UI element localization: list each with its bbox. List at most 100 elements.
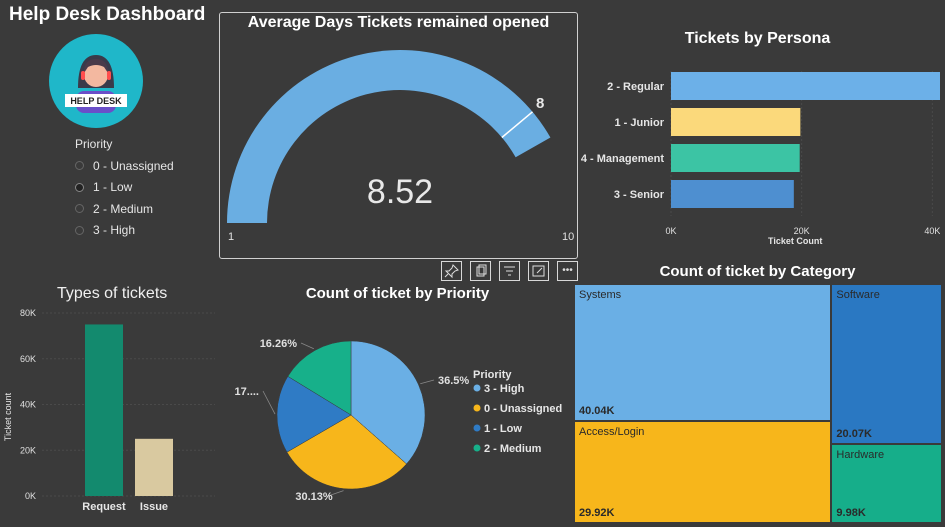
filter-icon xyxy=(504,266,515,276)
persona-category-label: 4 - Management xyxy=(581,153,664,165)
pie-slice-label: 36.5% xyxy=(438,375,469,387)
types-tick-label: 20K xyxy=(20,445,36,455)
treemap-value-label: 40.04K xyxy=(579,404,615,417)
focus-mode-button[interactable] xyxy=(528,261,549,281)
gauge-max-label: 10 xyxy=(562,231,574,243)
radio-button[interactable] xyxy=(75,161,84,171)
types-bar xyxy=(135,438,173,496)
persona-category-label: 2 - Regular xyxy=(607,81,665,93)
legend-item-label: 0 - Unassigned xyxy=(484,403,562,415)
treemap-value-label: 29.92K xyxy=(579,506,615,519)
priority-slicer-label: Priority xyxy=(75,137,113,151)
treemap-cell-hardware[interactable]: Hardware 9.98K xyxy=(831,443,942,523)
persona-tick-label: 0K xyxy=(665,226,676,236)
gauge-value-arc xyxy=(227,49,551,223)
dashboard-title: Help Desk Dashboard xyxy=(9,4,206,25)
types-bars: 0K 20K 40K 60K 80K Request Issue xyxy=(20,308,215,513)
pie-leader-line xyxy=(300,342,315,350)
treemap-cell-access-login[interactable]: Access/Login 29.92K xyxy=(574,420,832,523)
gauge-title: Average Days Tickets remained opened xyxy=(247,14,550,31)
treemap-category-label: Systems xyxy=(579,289,622,301)
persona-bar xyxy=(671,144,800,172)
pie-leader-line xyxy=(262,390,276,415)
gauge-min-label: 1 xyxy=(228,231,234,243)
more-options-button[interactable]: ••• xyxy=(557,261,578,281)
types-category-label: Request xyxy=(82,501,126,513)
priority-option-label: 1 - Low xyxy=(93,180,133,195)
radio-button-selected[interactable] xyxy=(75,182,84,192)
gauge-value-label: 8.52 xyxy=(367,173,433,211)
pie-slice-label: 17.... xyxy=(235,386,259,398)
priority-option-label: 0 - Unassigned xyxy=(93,158,174,173)
priority-slicer: Priority 0 - Unassigned 1 - Low 2 - Medi… xyxy=(75,137,174,241)
copy-icon xyxy=(476,264,487,277)
treemap-category-label: Hardware xyxy=(836,448,885,461)
persona-bar xyxy=(671,72,940,100)
logo-text: HELP DESK xyxy=(70,96,122,106)
persona-chart[interactable]: Tickets by Persona 0K 20K 40K 2 - Regular 1 … xyxy=(580,26,940,256)
persona-bar xyxy=(671,108,801,136)
priority-option-label: 3 - High xyxy=(93,223,136,238)
legend-marker xyxy=(473,424,481,432)
focus-mode-icon xyxy=(532,265,545,277)
priority-pie: 36.5% 30.13% 17.... 16.26% 3 - High 0 - Unass… xyxy=(235,338,563,503)
legend-item-label: 1 - Low xyxy=(484,423,522,435)
legend-item-label: 3 - High xyxy=(484,383,525,395)
priority-pie-title: Count of ticket by Priority xyxy=(305,285,490,302)
persona-chart-title: Tickets by Persona xyxy=(684,30,831,47)
gauge-target-label: 8 xyxy=(536,95,544,112)
priority-option-label: 2 - Medium xyxy=(93,201,154,216)
persona-tick-label: 20K xyxy=(794,226,810,236)
legend-item-label: 2 - Medium xyxy=(484,443,542,455)
legend-marker xyxy=(473,404,481,412)
gauge-target-marker xyxy=(501,111,534,139)
filter-button[interactable] xyxy=(499,261,520,281)
treemap-cell-systems[interactable]: Systems 40.04K xyxy=(574,284,832,421)
persona-category-label: 3 - Senior xyxy=(614,189,665,201)
copy-button[interactable] xyxy=(470,261,491,281)
pie-slice xyxy=(286,414,407,490)
persona-category-label: 1 - Junior xyxy=(614,117,664,129)
priority-option-medium[interactable]: 2 - Medium xyxy=(75,198,174,220)
pie-slice-label: 16.26% xyxy=(260,338,298,350)
pie-slice xyxy=(350,340,426,465)
pie-slice xyxy=(287,340,352,416)
types-tick-label: 80K xyxy=(20,308,36,318)
persona-bars: 0K 20K 40K 2 - Regular 1 - Junior 4 - Managem… xyxy=(581,71,940,236)
treemap-category-label: Access/Login xyxy=(579,425,645,438)
pie-leader-line xyxy=(327,490,344,497)
treemap-category-label: Software xyxy=(836,289,880,301)
pie-slice xyxy=(276,376,352,453)
radio-button[interactable] xyxy=(75,204,84,214)
agent-icon: HELP DESK xyxy=(49,34,143,128)
priority-option-low[interactable]: 1 - Low xyxy=(75,177,174,199)
persona-tick-label: 40K xyxy=(924,226,940,236)
types-tick-label: 60K xyxy=(20,354,36,364)
pie-slice-label: 30.13% xyxy=(295,491,333,503)
category-treemap-title: Count of ticket by Category xyxy=(659,263,856,280)
types-tick-label: 40K xyxy=(20,400,36,410)
more-options-icon: ••• xyxy=(562,265,573,276)
types-tick-label: 0K xyxy=(25,491,36,501)
treemap-value-label: 9.98K xyxy=(836,506,866,519)
types-bar xyxy=(85,324,123,496)
help-desk-logo: HELP DESK xyxy=(48,33,144,129)
category-treemap[interactable]: Systems 40.04K Access/Login 29.92K Software 2… xyxy=(574,284,942,523)
pie-leader-line xyxy=(420,379,435,385)
pin-button[interactable] xyxy=(441,261,462,281)
pie-legend-title: Priority xyxy=(473,369,512,381)
priority-option-unassigned[interactable]: 0 - Unassigned xyxy=(75,155,174,177)
visual-toolbar: ••• xyxy=(441,261,578,283)
types-category-label: Issue xyxy=(140,501,168,513)
persona-xlabel: Ticket Count xyxy=(768,236,823,246)
gauge-visual[interactable]: Average Days Tickets remained opened 8.5… xyxy=(219,12,578,259)
legend-marker xyxy=(473,444,481,452)
priority-pie-chart[interactable]: Count of ticket by Priority 36.5% 30.13% 1… xyxy=(225,282,570,522)
priority-option-high[interactable]: 3 - High xyxy=(75,220,174,242)
types-chart[interactable]: Types of tickets Ticket count 0K 20K 40K 60… xyxy=(0,282,225,522)
radio-button[interactable] xyxy=(75,225,84,235)
types-chart-title: Types of tickets xyxy=(57,285,168,302)
legend-marker xyxy=(473,384,481,392)
treemap-value-label: 20.07K xyxy=(836,427,872,440)
treemap-cell-software[interactable]: Software 20.07K xyxy=(831,284,942,444)
